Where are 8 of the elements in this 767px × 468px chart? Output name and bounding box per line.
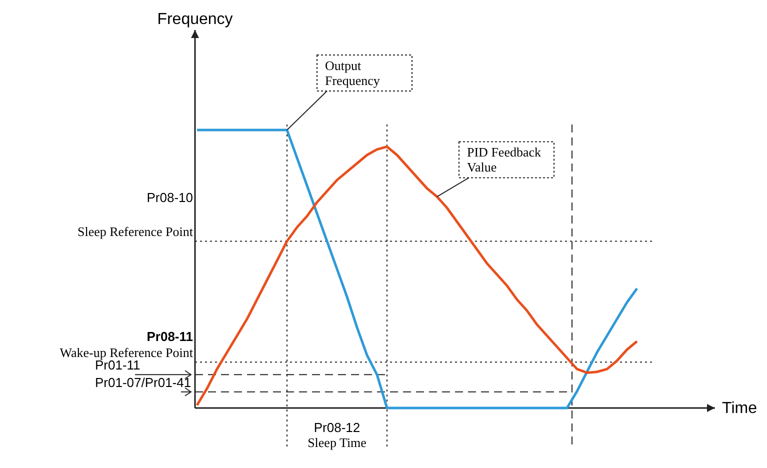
ref-line-label: Pr01-07/Pr01-41 [95,374,192,390]
text: Frequency [157,11,233,28]
text: Output Frequency [325,58,380,88]
ref-line-label: Pr08-11 Wake-up Reference Point [60,329,194,360]
text: Pr08-12 Sleep Time [308,420,367,450]
x-axis-title: Time [722,400,758,417]
text: PID Feedback Value [467,144,542,175]
text: Pr08-10 Sleep Reference Point [77,190,193,240]
